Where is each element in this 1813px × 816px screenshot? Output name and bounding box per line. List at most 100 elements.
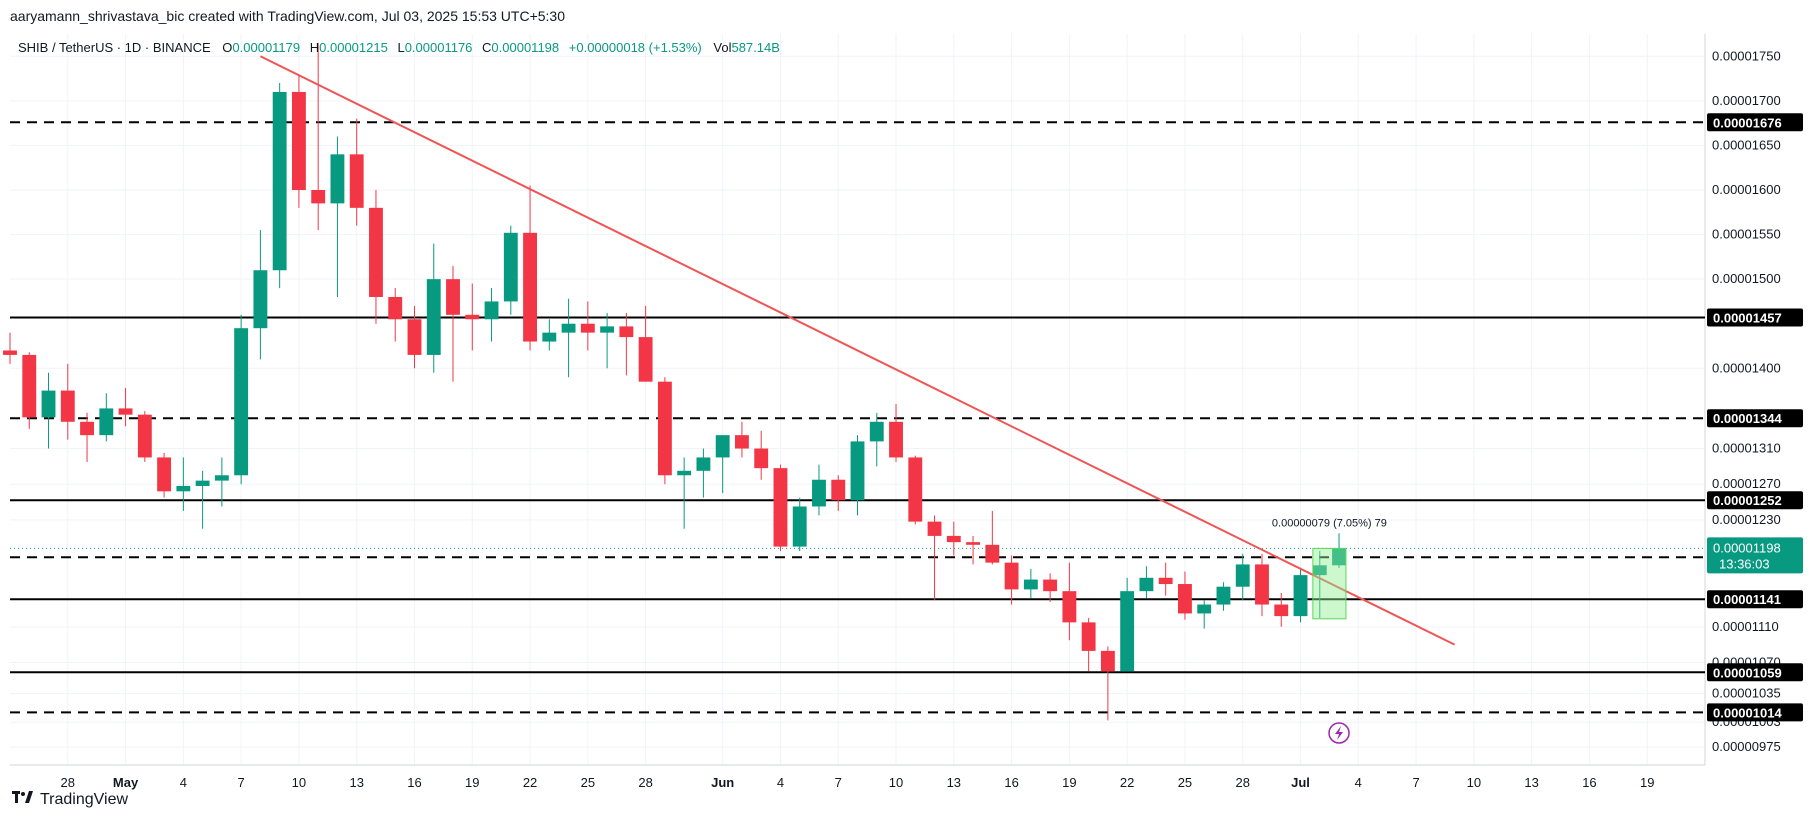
candle-up[interactable] xyxy=(1023,568,1038,599)
candle-down[interactable] xyxy=(118,387,133,427)
candle-up[interactable] xyxy=(272,83,287,289)
candle-down[interactable] xyxy=(446,265,460,382)
candle-up[interactable] xyxy=(253,230,268,360)
low-value: 0.00001176 xyxy=(405,40,473,55)
candle-body xyxy=(1139,577,1154,592)
price-tick-label: 0.00001035 xyxy=(1712,686,1781,701)
candle-down[interactable] xyxy=(465,283,480,351)
candle-body xyxy=(850,441,865,501)
candle-down[interactable] xyxy=(1081,617,1096,672)
candle-up[interactable] xyxy=(41,372,56,449)
candle-up[interactable] xyxy=(812,464,826,516)
candle-down[interactable] xyxy=(754,430,769,480)
candle-up[interactable] xyxy=(234,314,249,485)
candle-down[interactable] xyxy=(407,305,422,369)
candle-up[interactable] xyxy=(677,457,692,529)
candle-down[interactable] xyxy=(291,74,306,208)
candle-up[interactable] xyxy=(1332,533,1346,568)
candle-up[interactable] xyxy=(792,497,807,552)
candle-body xyxy=(927,521,942,536)
candle-down[interactable] xyxy=(1274,592,1289,627)
candle-down[interactable] xyxy=(657,377,672,485)
candle-body xyxy=(1062,591,1077,623)
candle-down[interactable] xyxy=(388,288,403,342)
candle-down[interactable] xyxy=(60,363,75,440)
candle-body xyxy=(638,337,653,382)
candle-up[interactable] xyxy=(1312,551,1327,618)
candle-down[interactable] xyxy=(349,118,364,226)
candle-down[interactable] xyxy=(1255,553,1269,617)
candle-down[interactable] xyxy=(580,301,595,351)
chart-grid xyxy=(10,34,1706,766)
candle-body xyxy=(137,414,152,458)
descending-trendline[interactable] xyxy=(259,55,1456,646)
candle-up[interactable] xyxy=(503,225,518,315)
candle-down[interactable] xyxy=(773,464,788,552)
candle-up[interactable] xyxy=(1235,553,1250,601)
candle-down[interactable] xyxy=(1100,646,1115,721)
candle-up[interactable] xyxy=(484,288,499,342)
candle-body xyxy=(985,544,1000,563)
candle-down[interactable] xyxy=(619,313,634,376)
candle-up[interactable] xyxy=(176,457,191,511)
price-tick-label: 0.00001400 xyxy=(1712,360,1781,375)
candle-down[interactable] xyxy=(831,475,846,511)
candle-up[interactable] xyxy=(330,136,345,297)
candle-down[interactable] xyxy=(927,515,942,601)
candle-down[interactable] xyxy=(985,510,1000,565)
price-level-tag xyxy=(1707,491,1803,510)
candle-up[interactable] xyxy=(1197,600,1212,629)
candle-body xyxy=(1332,548,1346,566)
candle-body xyxy=(715,435,730,458)
time-tick-label: 25 xyxy=(1178,775,1192,790)
candle-up[interactable] xyxy=(850,435,865,516)
symbol-label[interactable]: SHIB / TetherUS · 1D · BINANCE xyxy=(18,40,211,55)
candle-body xyxy=(600,326,615,333)
candle-body xyxy=(869,421,884,442)
candle-body xyxy=(1120,591,1135,672)
candle-up[interactable] xyxy=(561,298,576,378)
candle-down[interactable] xyxy=(523,185,537,351)
candle-down[interactable] xyxy=(311,42,326,231)
candle-down[interactable] xyxy=(22,352,37,429)
candle-down[interactable] xyxy=(1178,571,1192,620)
tradingview-brand[interactable]: TradingView xyxy=(12,790,128,809)
candle-down[interactable] xyxy=(80,412,94,462)
candle-up[interactable] xyxy=(869,412,884,467)
candle-down[interactable] xyxy=(369,190,383,324)
candle-down[interactable] xyxy=(908,455,923,525)
candle-up[interactable] xyxy=(1139,566,1154,599)
candle-up[interactable] xyxy=(214,457,229,507)
candle-up[interactable] xyxy=(542,319,557,351)
time-tick-label: 10 xyxy=(292,775,306,790)
candle-body xyxy=(1043,579,1058,592)
candle-down[interactable] xyxy=(1004,555,1019,605)
candle-up[interactable] xyxy=(99,393,114,442)
candle-down[interactable] xyxy=(734,421,749,458)
candle-up[interactable] xyxy=(195,470,210,529)
candle-down[interactable] xyxy=(3,332,17,364)
candle-down[interactable] xyxy=(1043,573,1058,602)
candle-down[interactable] xyxy=(1062,562,1077,641)
candle-down[interactable] xyxy=(966,535,981,565)
candle-down[interactable] xyxy=(889,403,903,462)
candle-down[interactable] xyxy=(137,411,152,462)
lightning-icon[interactable] xyxy=(1328,722,1350,744)
candle-body xyxy=(812,479,826,507)
candle-up[interactable] xyxy=(1293,568,1308,623)
open-value: 0.00001179 xyxy=(232,40,300,55)
candle-up[interactable] xyxy=(426,243,441,373)
candle-up[interactable] xyxy=(1120,577,1135,672)
candle-down[interactable] xyxy=(1158,562,1173,596)
candle-down[interactable] xyxy=(157,452,172,498)
candle-up[interactable] xyxy=(1216,582,1231,611)
candle-up[interactable] xyxy=(600,313,615,369)
price-range-measure[interactable] xyxy=(1312,547,1347,620)
candle-down[interactable] xyxy=(946,521,961,556)
candle-down[interactable] xyxy=(638,305,653,382)
candle-up[interactable] xyxy=(715,435,730,494)
price-tick-label: 0.00001500 xyxy=(1712,271,1781,286)
candle-body xyxy=(80,421,94,436)
candle-up[interactable] xyxy=(696,448,711,498)
